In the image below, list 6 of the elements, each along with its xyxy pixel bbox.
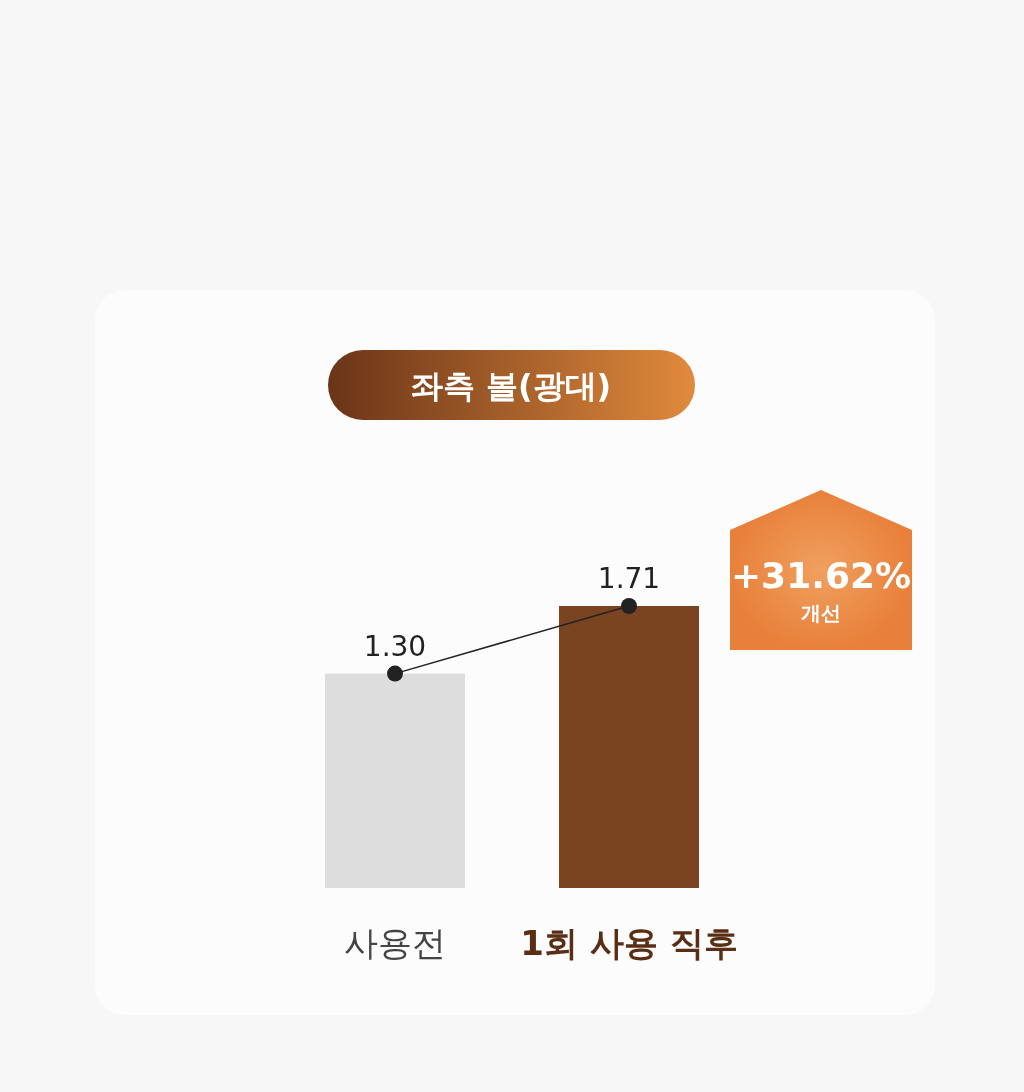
x-tick-label: 1회 사용 직후 [520, 923, 738, 963]
annotation: +31.62% 개선 [730, 555, 912, 625]
x-tick-label: 사용전 [344, 923, 446, 963]
data-label: 1.71 [597, 562, 661, 595]
chart-title: 좌측 볼(광대) [410, 367, 612, 405]
data-label: 1.30 [363, 629, 427, 663]
